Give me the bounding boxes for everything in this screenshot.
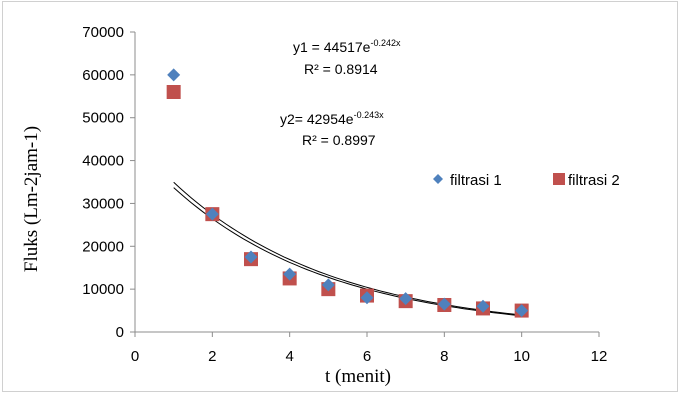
y-tick-label: 20000 — [82, 238, 124, 255]
trendlines — [173, 181, 522, 317]
point-filtrasi-1 — [244, 250, 258, 264]
equation-2: y2= 42954e-0.243x — [280, 110, 384, 127]
trendline-2 — [173, 187, 522, 317]
legend-label-filtrasi-1: filtrasi 1 — [450, 172, 502, 189]
equation-1-base: y1 = 44517e — [293, 39, 371, 55]
y-tick-label: 10000 — [82, 281, 124, 298]
x-tick-label: 10 — [513, 348, 530, 365]
legend-marker-filtrasi-2 — [553, 173, 565, 185]
y-tick-label: 30000 — [82, 195, 124, 212]
point-filtrasi-1 — [399, 292, 413, 306]
x-tick-label: 12 — [591, 348, 608, 365]
tick-labels: 0 10000 20000 30000 40000 50000 60000 70000 0 2 4 6… — [82, 24, 607, 365]
y-axis-title: Fluks (Lm-2jam-1) — [21, 126, 42, 272]
x-tick-label: 8 — [440, 348, 448, 365]
point-filtrasi-1 — [283, 267, 297, 281]
r-squared-2: R² = 0.8997 — [302, 132, 376, 148]
point-filtrasi-1 — [476, 299, 490, 313]
point-filtrasi-1 — [167, 68, 181, 82]
point-filtrasi-1 — [205, 207, 219, 221]
y-tick-label: 60000 — [82, 67, 124, 84]
legend: filtrasi 1 filtrasi 2 — [433, 172, 620, 189]
axes — [130, 31, 600, 337]
x-tick-label: 4 — [285, 348, 293, 365]
legend-label-filtrasi-2: filtrasi 2 — [568, 172, 620, 189]
data-points — [166, 68, 529, 318]
trendline-1 — [173, 181, 522, 316]
point-filtrasi-1 — [437, 297, 451, 311]
x-tick-label: 2 — [208, 348, 216, 365]
equation-2-exponent: -0.243x — [354, 110, 385, 120]
y-tick-label: 0 — [116, 324, 124, 341]
r-squared-1: R² = 0.8914 — [304, 61, 378, 77]
x-axis-title: t (menit) — [325, 366, 391, 387]
y-tick-label: 40000 — [82, 153, 124, 170]
equation-2-base: y2= 42954e — [280, 111, 354, 127]
x-tick-label: 0 — [131, 348, 139, 365]
y-tick-label: 50000 — [82, 110, 124, 127]
equation-1-exponent: -0.242x — [370, 38, 401, 48]
x-tick-label: 6 — [363, 348, 371, 365]
point-filtrasi-1 — [515, 304, 529, 318]
equation-1: y1 = 44517e-0.242x — [293, 38, 401, 55]
point-filtrasi-1 — [360, 291, 374, 305]
point-filtrasi-1 — [321, 278, 335, 292]
y-tick-label: 70000 — [82, 24, 124, 41]
legend-marker-filtrasi-1 — [433, 174, 443, 184]
point-filtrasi-2 — [166, 85, 181, 99]
